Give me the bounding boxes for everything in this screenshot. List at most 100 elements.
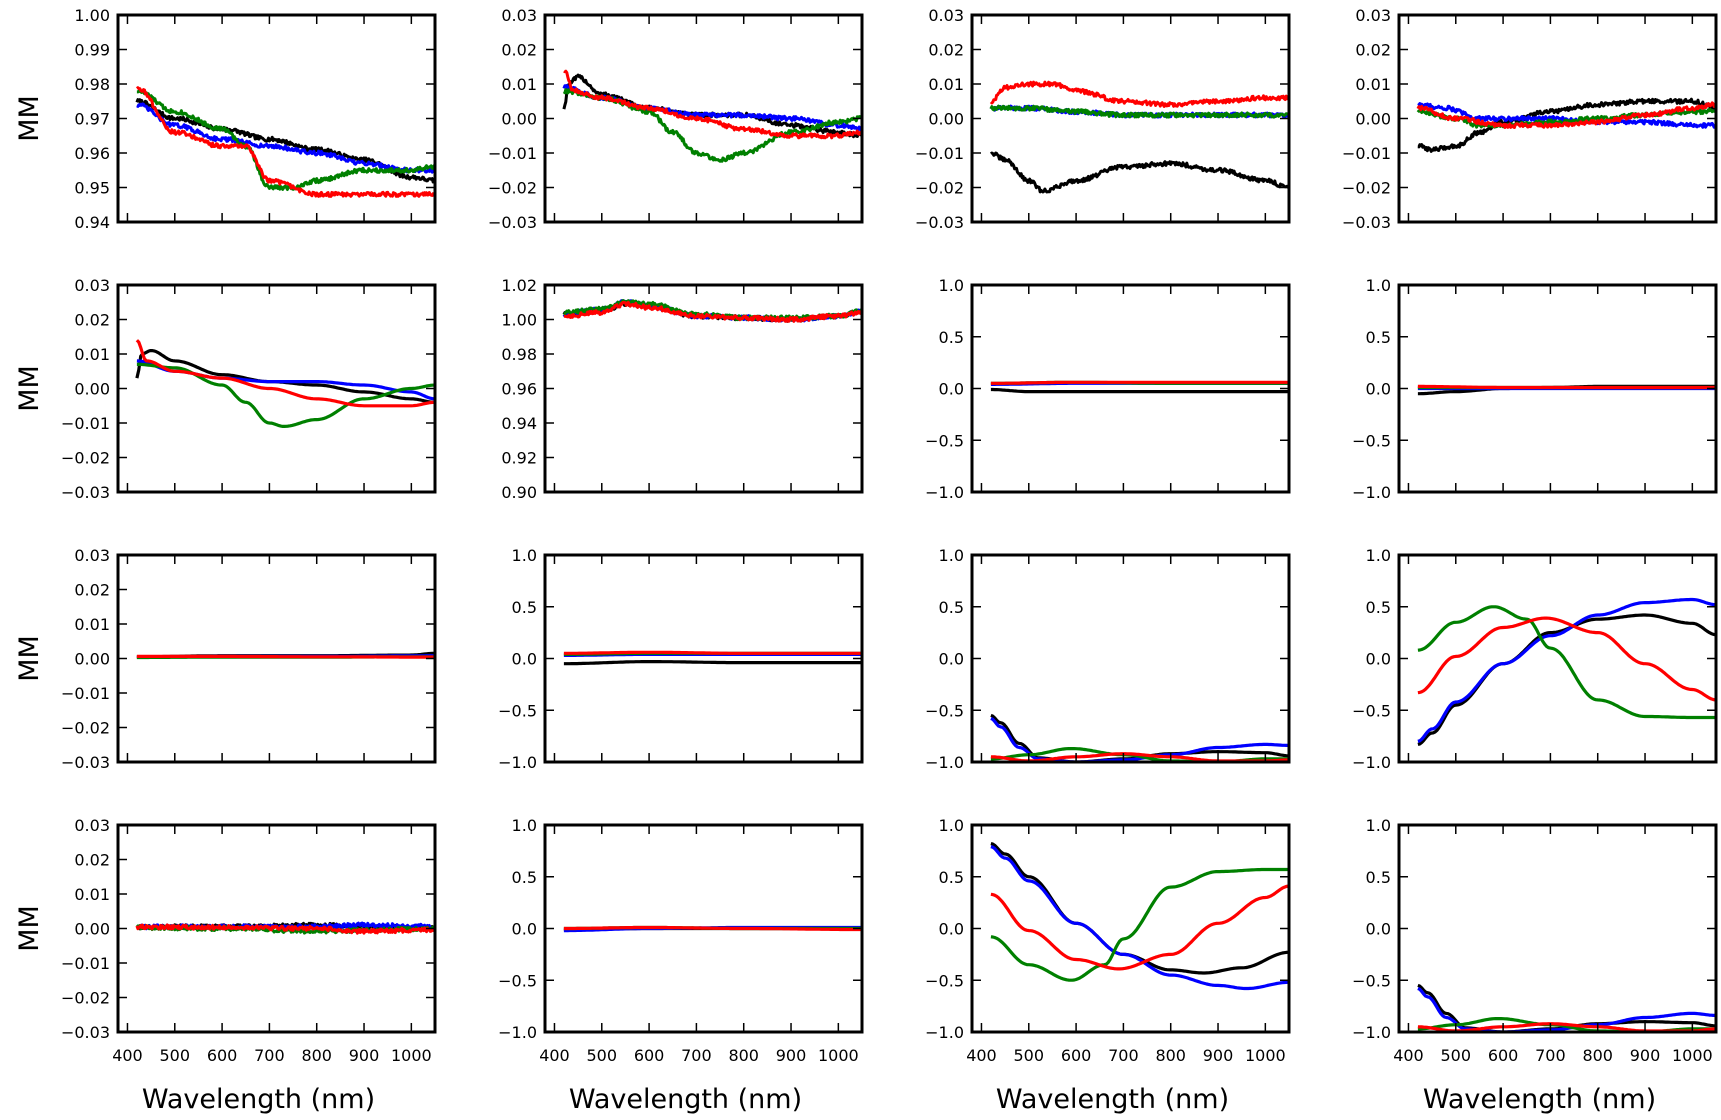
y-tick-label: 0.90: [501, 483, 537, 502]
x-tick-label: 400: [539, 1046, 570, 1065]
y-axis-label: MM: [14, 635, 45, 682]
y-tick-label: −1.0: [498, 753, 537, 772]
y-tick-label: −0.01: [61, 954, 110, 973]
y-tick-label: −1.0: [925, 1023, 964, 1042]
y-tick-label: 1.00: [501, 311, 537, 330]
y-tick-label: −1.0: [1352, 753, 1391, 772]
subplot-r1-c2: 1.0 0.5 0.0 −0.5 −1.0: [925, 276, 1291, 502]
series-line-black: [1417, 97, 1716, 153]
y-tick-label: −0.5: [498, 701, 537, 720]
y-tick-label: −0.03: [915, 213, 964, 232]
plot-frame: [970, 553, 1291, 764]
series-line-green: [136, 88, 435, 191]
y-tick-label: −0.5: [1352, 431, 1391, 450]
y-tick-label: 0.02: [501, 41, 537, 60]
y-tick-label: −0.02: [61, 719, 110, 738]
x-tick-label: 700: [1108, 1046, 1139, 1065]
x-tick-label: 700: [254, 1046, 285, 1065]
y-tick-label: 0.0: [1366, 380, 1391, 399]
y-tick-label: 1.0: [939, 276, 964, 295]
subplot-r0-c0: 1.00 0.99 0.98 0.97 0.96 0.95 0.94: [74, 6, 437, 232]
subplot-grid: 1.000.990.980.970.960.950.940.030.020.01…: [61, 6, 1718, 1065]
x-tick-label: 800: [1155, 1046, 1186, 1065]
y-tick-label: −0.03: [488, 213, 537, 232]
x-tick-label: 700: [681, 1046, 712, 1065]
y-tick-label: 0.00: [928, 110, 964, 129]
x-tick-label: 400: [1393, 1046, 1424, 1065]
series-group: [990, 713, 1289, 762]
y-tick-label: 1.0: [512, 546, 537, 565]
series-line-red: [1417, 616, 1716, 702]
y-tick-label: 0.5: [939, 328, 964, 347]
y-tick-label: 0.5: [512, 598, 537, 617]
y-tick-label: −0.01: [488, 144, 537, 163]
y-tick-label: 0.5: [1366, 328, 1391, 347]
series-group: [136, 651, 435, 660]
plot-frame: [543, 553, 864, 764]
y-axis-label: MM: [14, 95, 45, 142]
plot-frame: [970, 13, 1291, 224]
y-tick-label: 0.00: [1355, 110, 1391, 129]
series-line-red: [1417, 384, 1716, 390]
y-tick-label: 0.5: [939, 868, 964, 887]
series-line-black: [989, 151, 1289, 194]
subplot-r2-c2: 1.0 0.5 0.0 −0.5 −1.0: [925, 546, 1291, 772]
y-tick-label: −0.03: [1342, 213, 1391, 232]
y-tick-label: 0.5: [512, 868, 537, 887]
x-tick-label: 500: [160, 1046, 191, 1065]
plot-frame: [1397, 823, 1718, 1034]
y-tick-label: 0.02: [74, 851, 110, 870]
y-tick-label: 0.01: [74, 615, 110, 634]
x-tick-label: 400: [966, 1046, 997, 1065]
y-tick-label: −0.5: [1352, 701, 1391, 720]
x-tick-label: 500: [1014, 1046, 1045, 1065]
y-tick-label: −0.03: [61, 753, 110, 772]
y-tick-label: 0.02: [74, 311, 110, 330]
y-tick-label: 0.5: [1366, 598, 1391, 617]
x-tick-label: 700: [1535, 1046, 1566, 1065]
series-group: [1417, 384, 1716, 396]
series-line-green: [562, 88, 862, 163]
series-group: [135, 339, 435, 428]
series-line-red: [990, 884, 1289, 971]
y-tick-label: 0.01: [74, 885, 110, 904]
x-tick-label: 800: [728, 1046, 759, 1065]
series-line-green: [989, 104, 1289, 119]
series-line-red: [135, 86, 435, 198]
y-tick-label: 0.0: [512, 920, 537, 939]
subplot-r0-c2: 0.03 0.02 0.01 0.00 −0.01 −0.02 −0.03: [915, 6, 1291, 232]
y-tick-label: −0.02: [1342, 179, 1391, 198]
x-tick-label: 600: [1061, 1046, 1092, 1065]
series-line-red: [135, 923, 435, 935]
y-tick-label: −0.02: [61, 449, 110, 468]
x-axis-label: Wavelength (nm): [569, 1084, 802, 1115]
y-tick-label: 0.01: [501, 75, 537, 94]
series-group: [562, 69, 862, 163]
x-tick-label: 900: [1630, 1046, 1661, 1065]
y-axis-label: MM: [14, 365, 45, 412]
y-tick-label: 0.02: [928, 41, 964, 60]
y-tick-label: 0.97: [74, 110, 110, 129]
y-tick-label: 0.01: [928, 75, 964, 94]
x-tick-label: 400: [112, 1046, 143, 1065]
x-tick-label: 1000: [1672, 1046, 1713, 1065]
y-tick-label: 0.0: [939, 920, 964, 939]
series-line-red: [136, 654, 435, 659]
y-tick-label: −0.02: [915, 179, 964, 198]
x-tick-label: 900: [1203, 1046, 1234, 1065]
y-tick-label: 0.92: [501, 449, 537, 468]
series-line-green: [990, 867, 1289, 982]
series-line-red: [989, 80, 1289, 108]
series-group: [135, 86, 435, 198]
subplot-r1-c0: 0.03 0.02 0.01 0.00 −0.01 −0.02 −0.03: [61, 276, 437, 502]
x-tick-label: 1000: [1245, 1046, 1286, 1065]
y-tick-label: 0.00: [74, 380, 110, 399]
x-tick-label: 500: [587, 1046, 618, 1065]
series-group: [990, 380, 1289, 394]
series-group: [563, 925, 862, 933]
y-tick-label: −0.03: [61, 483, 110, 502]
y-tick-label: 0.00: [501, 110, 537, 129]
